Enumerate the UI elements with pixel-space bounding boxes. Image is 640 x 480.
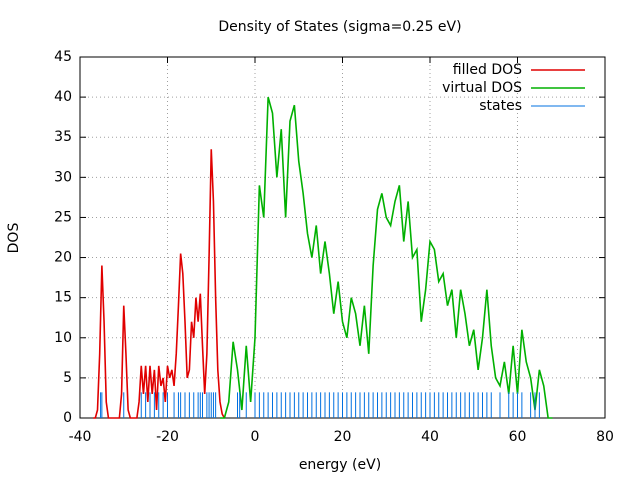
y-tick-label: 10: [54, 330, 72, 346]
y-tick-label: 20: [54, 250, 72, 266]
dos-line: [93, 149, 226, 419]
x-tick-label: -20: [156, 429, 179, 445]
y-tick-label: 30: [54, 169, 72, 185]
x-tick-label: 20: [334, 429, 352, 445]
x-tick-label: -40: [69, 429, 92, 445]
y-tick-label: 45: [54, 49, 72, 65]
legend-label: virtual DOS: [442, 80, 522, 96]
x-tick-label: 60: [509, 429, 527, 445]
y-tick-label: 40: [54, 89, 72, 105]
y-tick-label: 25: [54, 209, 72, 225]
x-tick-label: 40: [421, 429, 439, 445]
y-axis-label: DOS: [6, 223, 22, 254]
chart-title: Density of States (sigma=0.25 eV): [218, 19, 461, 35]
x-tick-label: 80: [596, 429, 614, 445]
y-tick-label: 5: [63, 370, 72, 386]
legend-label: filled DOS: [453, 62, 522, 78]
x-axis-label: energy (eV): [299, 457, 381, 473]
dos-line: [220, 96, 553, 419]
y-tick-label: 35: [54, 129, 72, 145]
y-tick-label: 0: [63, 410, 72, 426]
y-tick-label: 15: [54, 290, 72, 306]
x-tick-label: 0: [251, 429, 260, 445]
legend-label: states: [479, 98, 522, 114]
